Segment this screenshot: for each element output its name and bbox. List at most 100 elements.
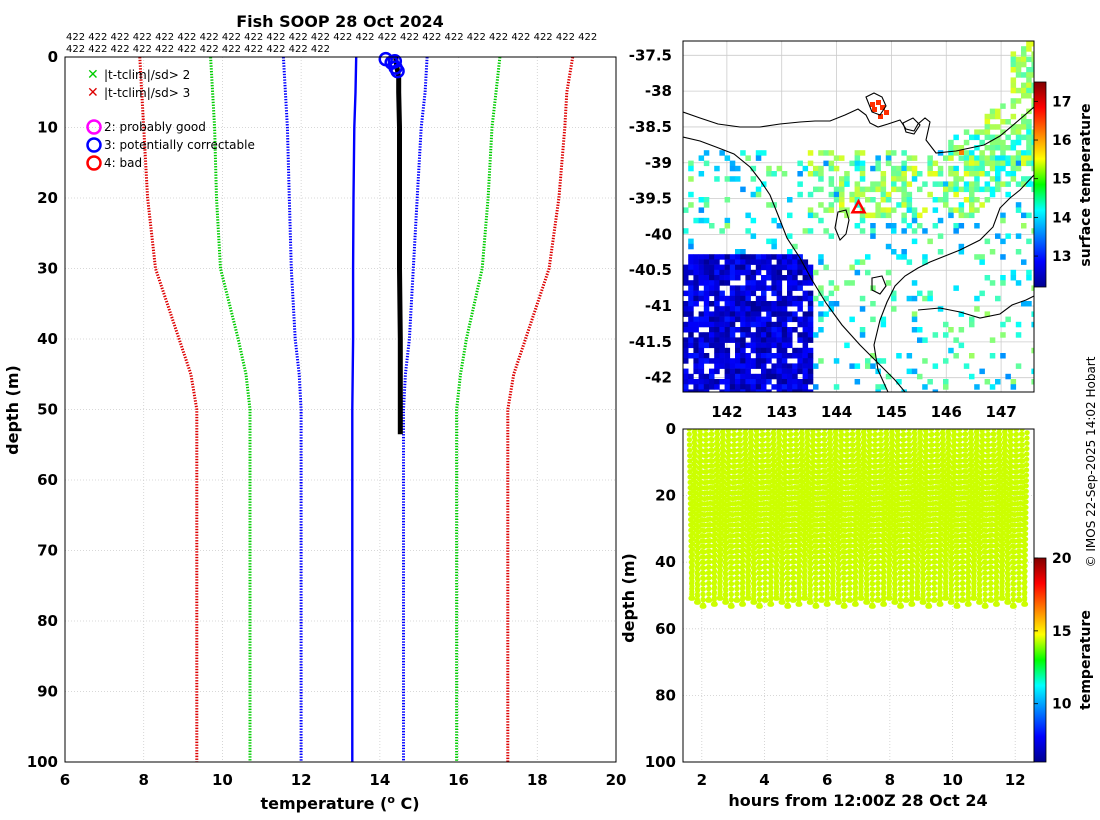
sst-cell [896,171,902,177]
cast-point [907,447,913,453]
sst-cell [802,290,809,297]
sst-cell [693,337,699,343]
sst-cell [703,389,710,392]
sst-cell [693,358,699,364]
cast-point [689,583,695,590]
cast-point [805,442,811,448]
cast-point [927,538,933,544]
sst-cell [979,259,985,265]
cast-point [780,561,786,567]
sst-cell [740,363,746,369]
sst-cell [974,306,980,312]
sst-cell [750,316,757,323]
cast-point [819,559,825,565]
cast-point [853,536,859,542]
sst-cell [885,197,892,203]
sst-cell [724,327,731,333]
cast-point [901,469,907,475]
cast-point [715,458,721,464]
cast-point [974,431,980,437]
sst-cell [735,384,741,390]
cast-point [701,554,707,560]
sst-cell [709,321,715,328]
sst-cell [917,186,923,193]
cast-point [701,543,707,550]
sst-cell [750,191,757,198]
cast-point [735,597,741,603]
sst-cell [875,212,881,219]
sst-cell [766,389,772,392]
sst-cell [901,191,907,198]
sst-cell [1015,332,1022,338]
cast-point [848,597,854,603]
sst-cell [1015,87,1022,94]
sst-cell [984,113,991,120]
sst-cell [969,316,975,323]
sst-cell [755,332,762,338]
sst-cell [885,191,892,198]
cast-point [735,553,741,560]
sst-cell [750,347,757,354]
cast-point [881,536,888,542]
cast-point [813,559,820,566]
sst-cell [948,150,954,156]
sst-cell [833,358,840,364]
cast-point [913,469,919,475]
cast-point [777,453,783,459]
sst-cell [875,160,881,167]
cast-point [811,469,817,475]
cast-point [740,536,747,542]
cast-point [949,599,955,605]
cast-point [969,453,975,459]
sst-cell [833,285,840,291]
sst-cell [828,191,835,198]
sst-cell [823,295,829,302]
cast-point [955,559,961,566]
sst-cell [745,368,751,375]
cast-point [858,583,864,590]
sst-cell [911,155,918,161]
sst-cell [771,254,777,260]
cast-point [814,549,820,555]
sst-cell [740,264,746,271]
cast-point [923,447,930,453]
king-island [834,209,850,241]
cast-point [954,570,961,576]
sst-cell [901,171,907,177]
sst-cell [833,301,840,307]
sst-cell [729,306,736,312]
sst-cell [937,249,944,255]
sst-cell [880,176,887,182]
sst-cell [755,337,762,343]
sst-cell [828,176,835,182]
cast-point [732,453,738,459]
sst-cell [1026,160,1032,167]
cast-point [836,599,842,605]
cast-point [760,469,766,475]
cast-point [743,458,749,464]
cast-point [689,551,696,558]
sst-cell [787,379,793,385]
sst-cell [761,342,767,349]
cast-point [921,599,927,605]
sst-cell [787,342,793,349]
sst-cell [766,358,772,364]
cast-point [844,442,851,448]
sst-cell [703,358,710,364]
sst-cell [958,342,965,349]
sst-cell [781,363,788,369]
cast-point [715,474,721,480]
sst-cell [979,202,985,208]
sst-cell [937,171,944,177]
sst-cell [1015,249,1022,255]
cast-point [712,536,718,542]
sst-cell [735,306,741,312]
sst-cell [688,280,694,286]
cast-point [903,585,909,592]
cast-point [966,568,972,574]
sst-cell [802,280,809,286]
cast-point [931,585,938,592]
cast-point [824,589,830,596]
cast-point [717,583,723,590]
sst-cell [969,155,975,161]
